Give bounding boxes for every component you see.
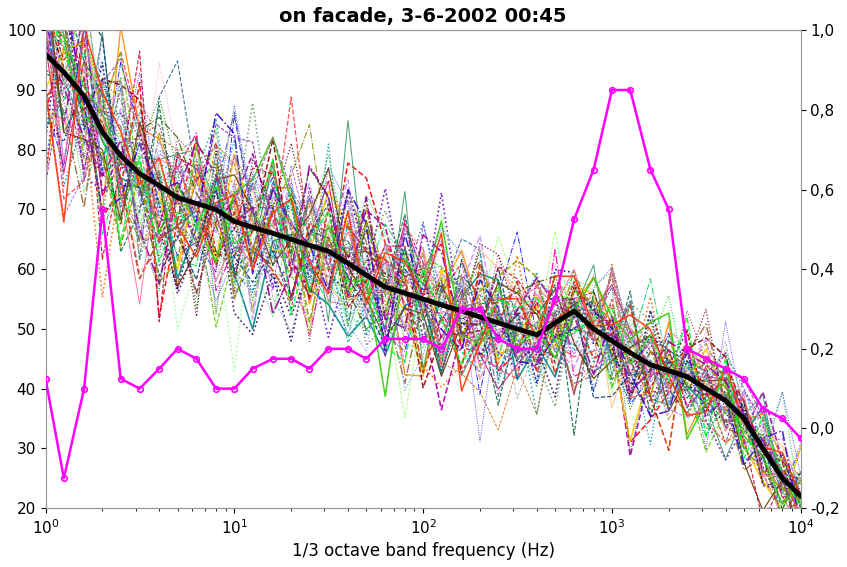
X-axis label: 1/3 octave band frequency (Hz): 1/3 octave band frequency (Hz) bbox=[291, 542, 555, 560]
Title: on facade, 3-6-2002 00:45: on facade, 3-6-2002 00:45 bbox=[280, 7, 567, 26]
